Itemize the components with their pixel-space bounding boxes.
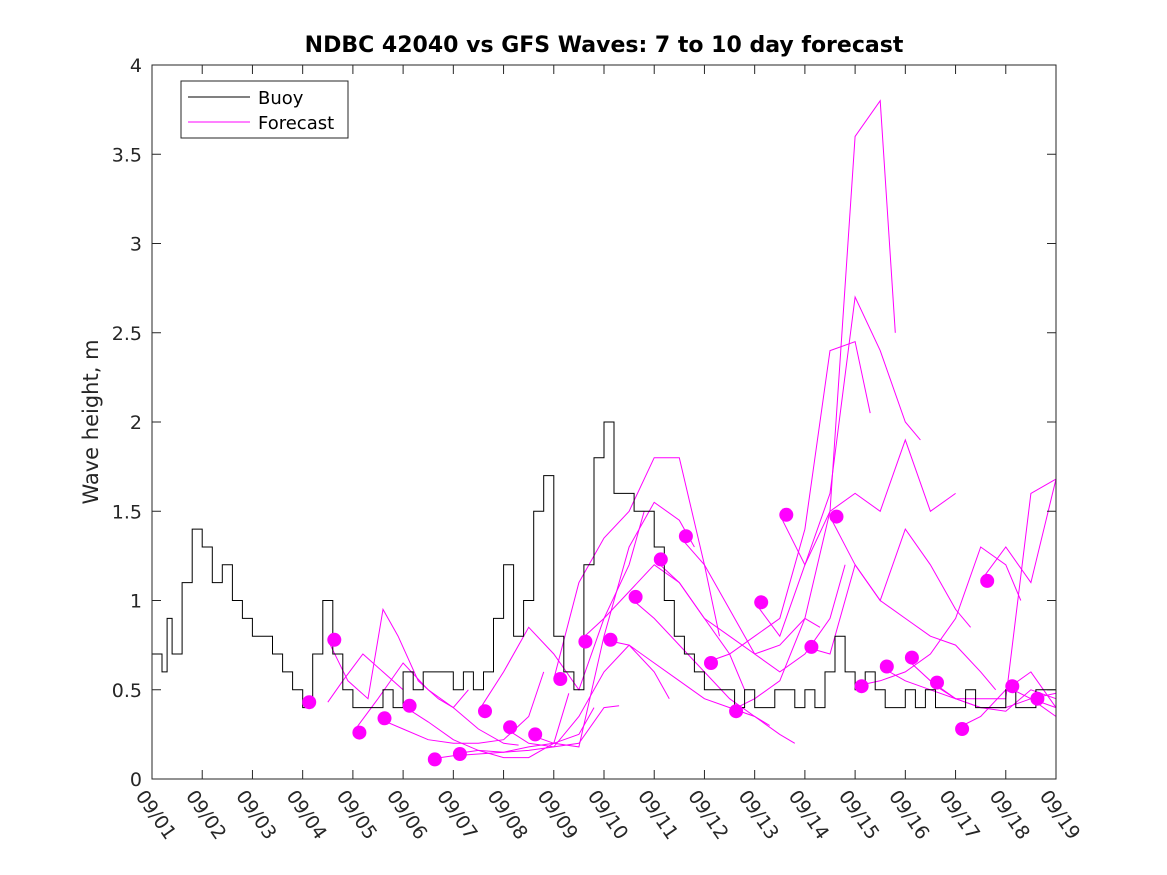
forecast-marker-7 (452, 747, 467, 761)
legend-forecast-label: Forecast (258, 113, 334, 134)
y-tick-label: 1.5 (112, 501, 142, 523)
forecast-marker-16 (678, 529, 693, 544)
forecast-line-23 (854, 546, 1022, 687)
buoy-line (152, 421, 1056, 709)
forecast-line-11 (553, 457, 720, 680)
forecast-line-3 (352, 662, 519, 746)
y-axis-label: Wave height, m (79, 339, 103, 504)
forecast-marker-4 (377, 711, 392, 726)
forecast-marker-5 (402, 698, 417, 713)
forecast-line-28 (980, 478, 1057, 584)
forecast-marker-20 (779, 507, 794, 522)
forecast-marker-26 (930, 675, 944, 690)
y-tick-label: 3.5 (112, 144, 142, 166)
legend-buoy-label: Buoy (258, 88, 304, 109)
forecast-marker-23 (854, 679, 869, 694)
forecast-line-16 (678, 535, 846, 673)
forecast-marker-17 (704, 656, 718, 670)
forecast-marker-13 (603, 632, 618, 647)
forecast-marker-24 (879, 659, 894, 674)
forecast-marker-18 (729, 704, 744, 719)
forecast-marker-27 (955, 722, 970, 736)
forecast-marker-28 (980, 573, 995, 588)
forecast-line-14 (628, 596, 796, 744)
forecast-marker-30 (1030, 691, 1045, 706)
y-tick-label: 1 (130, 591, 142, 613)
forecast-marker-2 (327, 632, 342, 647)
forecast-marker-15 (653, 552, 668, 567)
forecast-line-18 (729, 99, 896, 712)
forecast-marker-1 (302, 695, 317, 710)
buoy-layer (152, 421, 1056, 709)
forecast-line-20 (779, 438, 956, 566)
forecast-marker-14 (628, 589, 643, 604)
forecast-line-10 (528, 501, 695, 748)
forecast-marker-8 (478, 704, 492, 719)
forecast-line-1 (327, 653, 404, 703)
forecast-marker-3 (352, 725, 367, 740)
legend: Buoy Forecast (180, 80, 349, 139)
y-tick-label: 0 (130, 769, 142, 791)
forecast-line-5 (402, 693, 570, 759)
y-tick-label: 2.5 (112, 323, 142, 345)
forecast-marker-layer (302, 507, 1045, 767)
y-tick-label: 2 (130, 412, 142, 434)
forecast-marker-29 (1005, 679, 1020, 694)
forecast-marker-10 (528, 727, 543, 742)
forecast-marker-22 (829, 509, 844, 524)
forecast-line-13 (603, 639, 770, 726)
forecast-marker-11 (553, 672, 568, 686)
forecast-marker-19 (754, 595, 769, 610)
forecast-marker-25 (904, 650, 919, 665)
forecast-line-17 (704, 341, 871, 664)
forecast-line-9 (503, 644, 670, 748)
forecast-marker-21 (804, 639, 819, 654)
forecast-marker-12 (578, 634, 593, 649)
y-tick-label: 0.5 (112, 680, 142, 702)
forecast-line-19 (754, 295, 921, 638)
forecast-line-22 (829, 516, 997, 691)
chart-title: NDBC 42040 vs GFS Waves: 7 to 10 day for… (305, 33, 904, 58)
forecast-line-7 (453, 705, 620, 755)
y-tick-label: 3 (130, 234, 142, 256)
forecast-line-24 (879, 478, 1057, 700)
forecast-marker-6 (427, 752, 442, 767)
forecast-line-21 (804, 528, 971, 655)
legend-box (180, 80, 349, 139)
y-tick-label: 4 (130, 55, 142, 77)
forecast-line-12 (578, 564, 746, 690)
forecast-line-4 (377, 671, 545, 744)
forecast-marker-9 (503, 720, 518, 735)
